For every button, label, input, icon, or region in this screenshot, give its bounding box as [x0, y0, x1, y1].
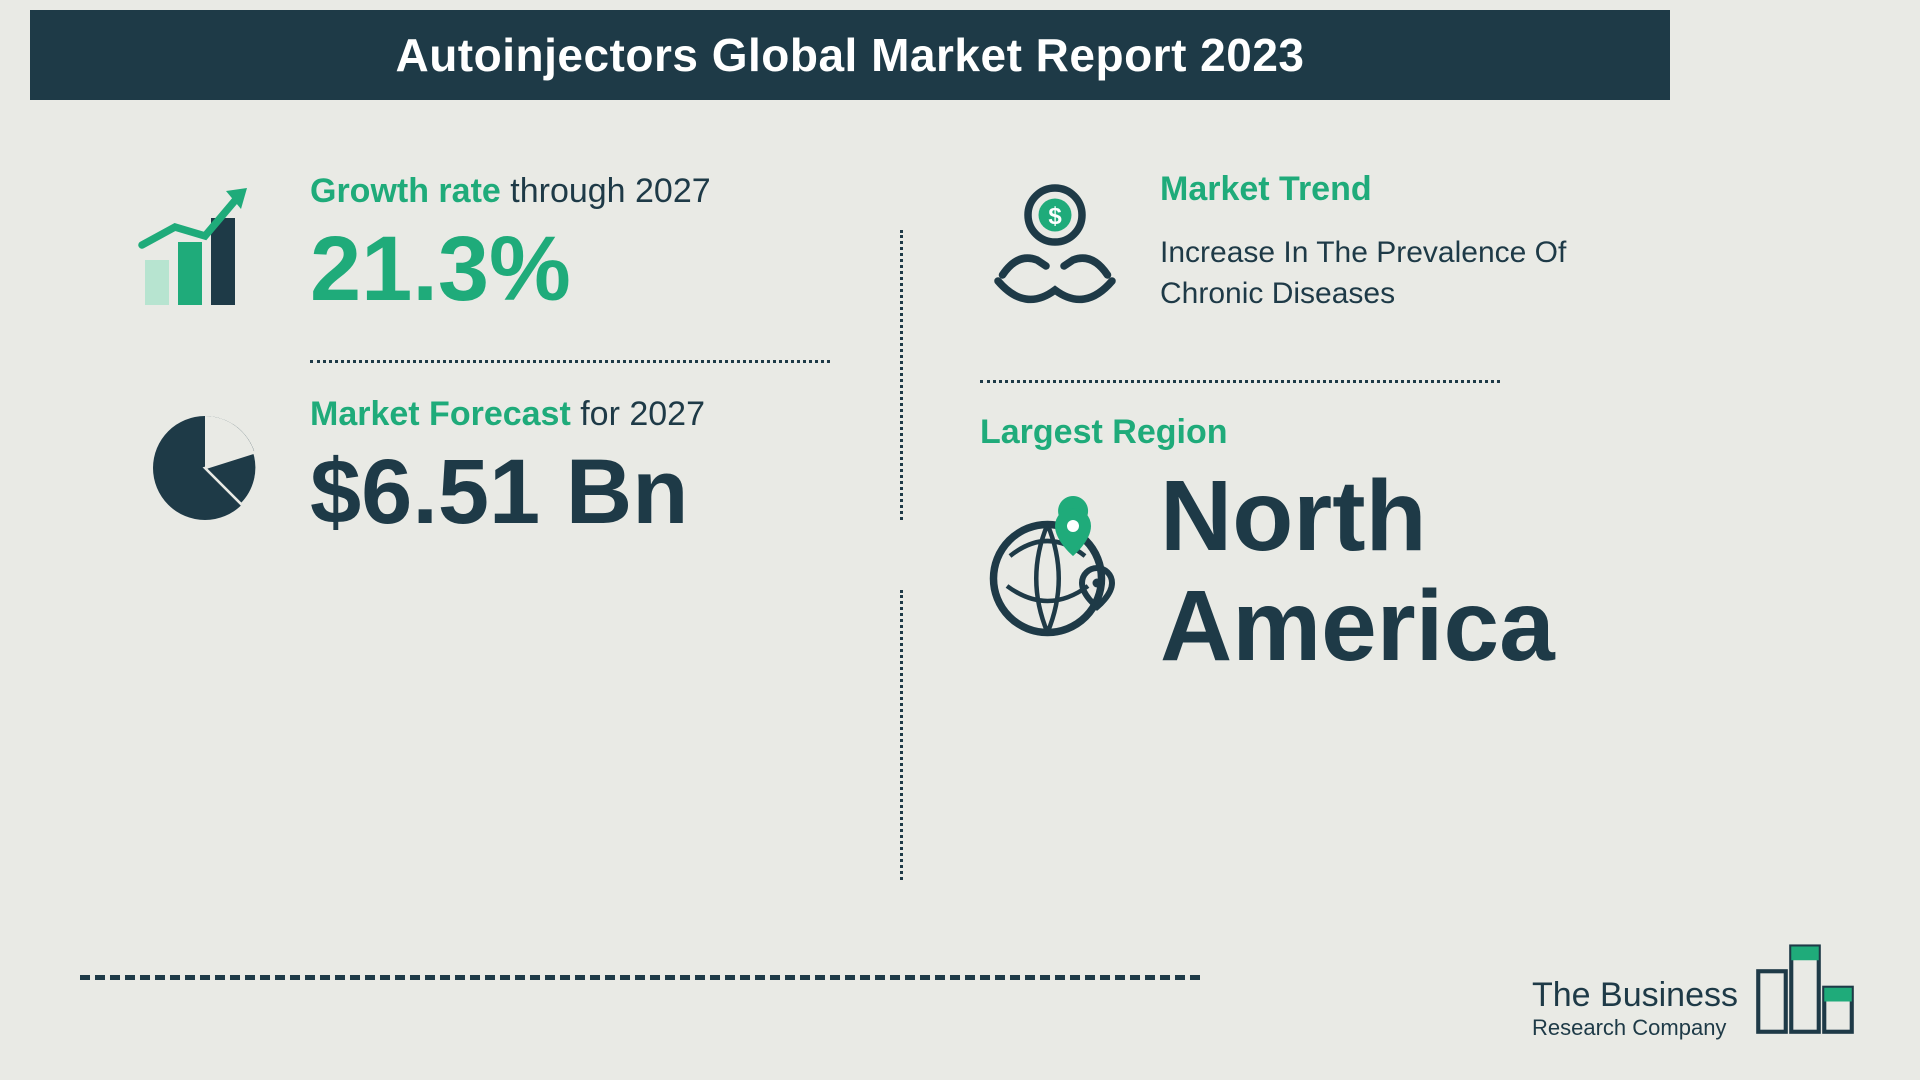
growth-label: Growth rate through 2027: [310, 172, 711, 211]
content-grid: Growth rate through 2027 21.3% Market Fo…: [0, 170, 1920, 1080]
header-bar: Autoinjectors Global Market Report 2023: [30, 10, 1670, 100]
forecast-block: Market Forecast for 2027 $6.51 Bn: [130, 393, 850, 543]
region-value-l1: North: [1160, 466, 1555, 566]
trend-text: Increase In The Prevalence Of Chronic Di…: [1160, 233, 1580, 314]
logo-buildings-icon: [1750, 930, 1860, 1040]
dotted-divider-right: [980, 380, 1500, 383]
forecast-value: $6.51 Bn: [310, 444, 705, 541]
globe-pin-icon: [980, 496, 1130, 646]
forecast-label: Market Forecast for 2027: [310, 395, 705, 434]
region-value-l2: America: [1160, 576, 1555, 676]
vertical-divider-bottom: [900, 590, 903, 880]
left-column: Growth rate through 2027 21.3% Market Fo…: [130, 170, 850, 583]
logo-line2: Research Company: [1532, 1015, 1738, 1040]
logo-line1: The Business: [1532, 976, 1738, 1015]
forecast-label-rest: for 2027: [580, 395, 705, 433]
right-column: $ Market Trend Increase In The Prevalenc…: [980, 170, 1700, 716]
trend-title: Market Trend: [1160, 170, 1580, 209]
trend-block: $ Market Trend Increase In The Prevalenc…: [980, 170, 1700, 320]
pie-chart-icon: [130, 393, 280, 543]
growth-block: Growth rate through 2027 21.3%: [130, 170, 850, 320]
forecast-label-hl: Market Forecast: [310, 395, 571, 433]
growth-chart-icon: [130, 170, 280, 320]
region-title: Largest Region: [980, 413, 1700, 452]
dotted-divider-left: [310, 360, 830, 363]
bottom-dashed-line: [80, 975, 1200, 980]
vertical-divider-top: [900, 230, 903, 520]
company-logo: The Business Research Company: [1532, 930, 1860, 1040]
growth-value: 21.3%: [310, 221, 711, 318]
growth-label-rest: through 2027: [510, 172, 710, 210]
hands-coin-icon: $: [980, 170, 1130, 320]
svg-text:$: $: [1048, 203, 1062, 230]
page-title: Autoinjectors Global Market Report 2023: [395, 28, 1304, 82]
region-block: North America: [980, 466, 1700, 676]
growth-label-hl: Growth rate: [310, 172, 501, 210]
